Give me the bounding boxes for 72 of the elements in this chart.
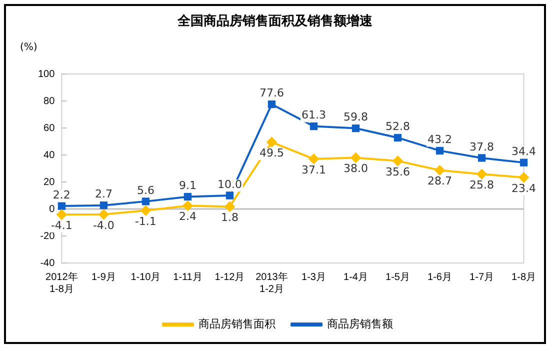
data-label: 10.0: [217, 178, 242, 191]
y-tick-label: 80: [44, 96, 56, 107]
y-tick-label: -40: [40, 258, 56, 269]
x-tick-label: 1-3月: [302, 272, 326, 283]
data-label: 49.5: [259, 146, 284, 160]
data-label: 25.8: [470, 178, 494, 192]
y-tick-label: 100: [38, 68, 56, 80]
legend-label: 商品房销售面积: [198, 318, 276, 331]
data-label: 2.2: [52, 188, 70, 202]
point: [58, 202, 66, 210]
x-tick-label: 1-4月: [344, 272, 368, 283]
y-axis-title: (%): [20, 42, 38, 53]
data-label: 34.4: [512, 144, 536, 158]
data-label: 9.1: [178, 179, 196, 192]
point: [226, 192, 234, 200]
data-label: 61.3: [301, 108, 326, 122]
point: [392, 156, 403, 166]
data-label: 2.7: [94, 188, 112, 201]
data-label: 38.0: [343, 162, 368, 176]
y-tick-label: 20: [44, 176, 56, 188]
point: [518, 172, 529, 182]
data-label: 5.6: [136, 184, 154, 197]
point: [436, 146, 444, 155]
x-tick-label: 1-12月: [214, 272, 245, 283]
point: [184, 192, 192, 201]
data-label: 43.2: [428, 133, 452, 146]
data-label: 1.8: [220, 210, 238, 224]
data-label: 77.6: [259, 86, 284, 100]
point: [224, 202, 235, 212]
point: [352, 124, 360, 132]
point: [142, 198, 150, 206]
point: [140, 205, 151, 216]
point: [100, 202, 108, 210]
data-label: 37.1: [301, 163, 326, 176]
point: [476, 169, 487, 180]
point: [520, 158, 528, 166]
chart-title: 全国商品房销售面积及销售额增速: [176, 12, 374, 30]
point: [310, 122, 318, 130]
point: [434, 165, 445, 176]
data-label: 35.6: [386, 165, 410, 178]
data-label: 52.8: [386, 120, 410, 134]
x-tick-label: 1-6月: [428, 272, 452, 283]
data-label: 28.7: [428, 174, 452, 188]
y-tick-label: 60: [44, 122, 56, 134]
x-tick-label: 1-7月: [470, 272, 494, 283]
point: [182, 200, 193, 211]
data-label: -4.1: [50, 218, 72, 232]
point: [350, 152, 361, 163]
point: [98, 209, 109, 220]
y-tick-label: 0: [49, 204, 56, 215]
y-tick-label: -20: [40, 230, 56, 242]
x-tick-label: 1-5月: [386, 272, 410, 283]
x-tick-label: 1-9月: [91, 272, 116, 283]
data-label: 23.4: [512, 182, 536, 195]
point: [308, 154, 319, 164]
y-tick-label: 40: [44, 150, 56, 161]
x-tick-label: 1-11月: [173, 272, 202, 283]
x-tick-label: 1-8月: [512, 272, 536, 283]
point: [266, 137, 277, 148]
point: [478, 154, 486, 162]
data-label: -1.1: [134, 214, 156, 228]
data-label: 2.4: [178, 210, 196, 224]
point: [394, 134, 402, 142]
data-label: -4.0: [92, 218, 114, 232]
x-tick-label: 1-10月: [130, 272, 161, 283]
x-tick-label: 2012年 1-8月: [46, 270, 78, 295]
legend-label: 商品房销售额: [327, 318, 393, 331]
point: [56, 210, 67, 220]
x-tick-label: 2013年 1-2月: [256, 270, 288, 295]
data-label: 37.8: [470, 140, 494, 154]
data-label: 59.8: [343, 110, 368, 124]
point: [268, 100, 276, 108]
